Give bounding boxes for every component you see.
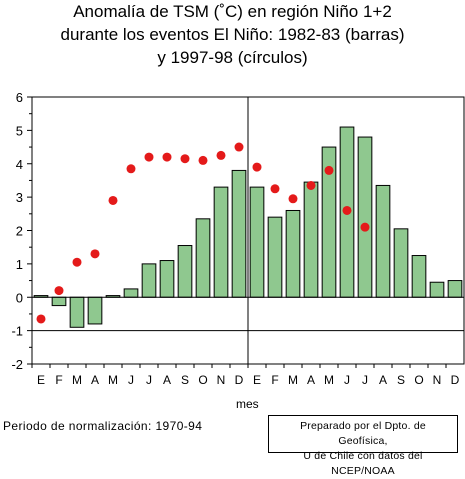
x-tick-label: J — [362, 373, 368, 387]
bar — [249, 186, 265, 298]
data-point — [144, 152, 154, 162]
bar — [447, 280, 463, 298]
data-point — [180, 154, 190, 164]
title-line-3: y 1997-98 (círculos) — [157, 48, 308, 67]
bar — [285, 209, 301, 298]
x-tick-label: N — [217, 373, 226, 387]
data-point — [306, 180, 316, 190]
credit-line-2: U de Chile con datos del NCEP/NOAA — [303, 450, 423, 477]
credit-box: Preparado por el Dpto. de Geofísica, U d… — [268, 415, 458, 477]
y-tick-label: 6 — [16, 90, 23, 105]
y-tick-label: 3 — [16, 190, 23, 205]
bar — [267, 216, 283, 298]
x-tick-label: M — [72, 373, 82, 387]
x-tick-label: O — [414, 373, 423, 387]
x-tick-label: M — [108, 373, 118, 387]
data-point — [72, 257, 82, 267]
bar — [393, 228, 409, 298]
data-point — [162, 152, 172, 162]
bar — [51, 296, 67, 307]
data-point — [126, 164, 136, 174]
y-tick-label: 2 — [16, 224, 23, 239]
bar — [303, 181, 319, 298]
bar — [213, 186, 229, 298]
data-point — [54, 286, 64, 296]
bar — [231, 169, 247, 298]
x-tick-label: M — [324, 373, 334, 387]
data-point — [198, 155, 208, 165]
bar-series-1982-83 — [33, 126, 463, 328]
y-tick-label: 0 — [16, 290, 23, 305]
x-tick-label: A — [91, 373, 99, 387]
y-tick-label: 5 — [16, 123, 23, 138]
x-tick-label: A — [379, 373, 387, 387]
data-point — [252, 162, 262, 172]
data-point — [234, 142, 244, 152]
x-tick-label: F — [55, 373, 62, 387]
x-tick-label: E — [37, 373, 45, 387]
x-tick-label: D — [235, 373, 244, 387]
x-tick-label: A — [163, 373, 171, 387]
x-axis-label: mes — [236, 397, 259, 411]
data-point — [324, 165, 334, 175]
data-point — [360, 222, 370, 232]
x-tick-label: S — [181, 373, 189, 387]
bar — [159, 260, 175, 298]
x-tick-label: F — [271, 373, 278, 387]
x-tick-label: S — [397, 373, 405, 387]
bar — [357, 136, 373, 298]
title-line-2: durante los eventos El Niño: 1982-83 (ba… — [60, 25, 405, 44]
data-point — [270, 184, 280, 194]
normalization-note: Periodo de normalización: 1970-94 — [3, 419, 203, 433]
data-point — [342, 205, 352, 215]
x-tick-label: E — [253, 373, 261, 387]
point-series-1997-98 — [36, 142, 370, 324]
x-tick-label: J — [146, 373, 152, 387]
y-tick-label: -1 — [11, 324, 23, 339]
title-line-1: Anomalía de TSM (˚C) en región Niño 1+2 — [73, 2, 392, 21]
bar — [195, 218, 211, 298]
x-tick-label: M — [288, 373, 298, 387]
bar — [375, 184, 391, 298]
axes — [27, 96, 465, 368]
bar — [141, 263, 157, 298]
data-point — [36, 314, 46, 324]
data-point — [288, 194, 298, 204]
chart-title: Anomalía de TSM (˚C) en región Niño 1+2 … — [0, 0, 465, 69]
bar — [177, 245, 193, 298]
data-point — [90, 249, 100, 259]
bar — [411, 255, 427, 298]
bar — [429, 281, 445, 298]
bar — [87, 296, 103, 325]
x-tick-label: A — [307, 373, 315, 387]
data-point — [108, 195, 118, 205]
bar — [123, 288, 139, 298]
y-tick-label: 4 — [16, 157, 23, 172]
x-tick-label: J — [344, 373, 350, 387]
y-tick-label: -2 — [11, 357, 23, 372]
data-point — [216, 150, 226, 160]
bar — [69, 296, 85, 328]
credit-line-1: Preparado por el Dpto. de Geofísica, — [300, 420, 426, 447]
x-tick-label: O — [198, 373, 207, 387]
x-tick-label: D — [451, 373, 460, 387]
y-tick-label: 1 — [16, 257, 23, 272]
x-tick-label: J — [128, 373, 134, 387]
x-tick-label: N — [433, 373, 442, 387]
